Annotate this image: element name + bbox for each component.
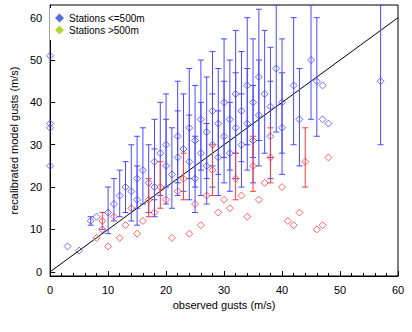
svg-text:40: 40: [276, 284, 288, 296]
svg-text:30: 30: [218, 284, 230, 296]
svg-text:Stations >500m: Stations >500m: [69, 25, 139, 36]
svg-text:60: 60: [30, 12, 42, 24]
svg-text:Stations <=500m: Stations <=500m: [69, 13, 145, 24]
svg-text:recalibrated model gusts (m/s): recalibrated model gusts (m/s): [8, 67, 20, 215]
svg-text:40: 40: [30, 96, 42, 108]
svg-text:0: 0: [36, 266, 42, 278]
svg-text:10: 10: [102, 284, 114, 296]
svg-text:20: 20: [160, 284, 172, 296]
svg-text:50: 50: [30, 54, 42, 66]
svg-text:0: 0: [47, 284, 53, 296]
svg-text:60: 60: [392, 284, 404, 296]
svg-text:50: 50: [334, 284, 346, 296]
svg-text:30: 30: [30, 139, 42, 151]
svg-text:10: 10: [30, 223, 42, 235]
svg-text:20: 20: [30, 181, 42, 193]
svg-text:observed gusts (m/s): observed gusts (m/s): [173, 299, 276, 311]
